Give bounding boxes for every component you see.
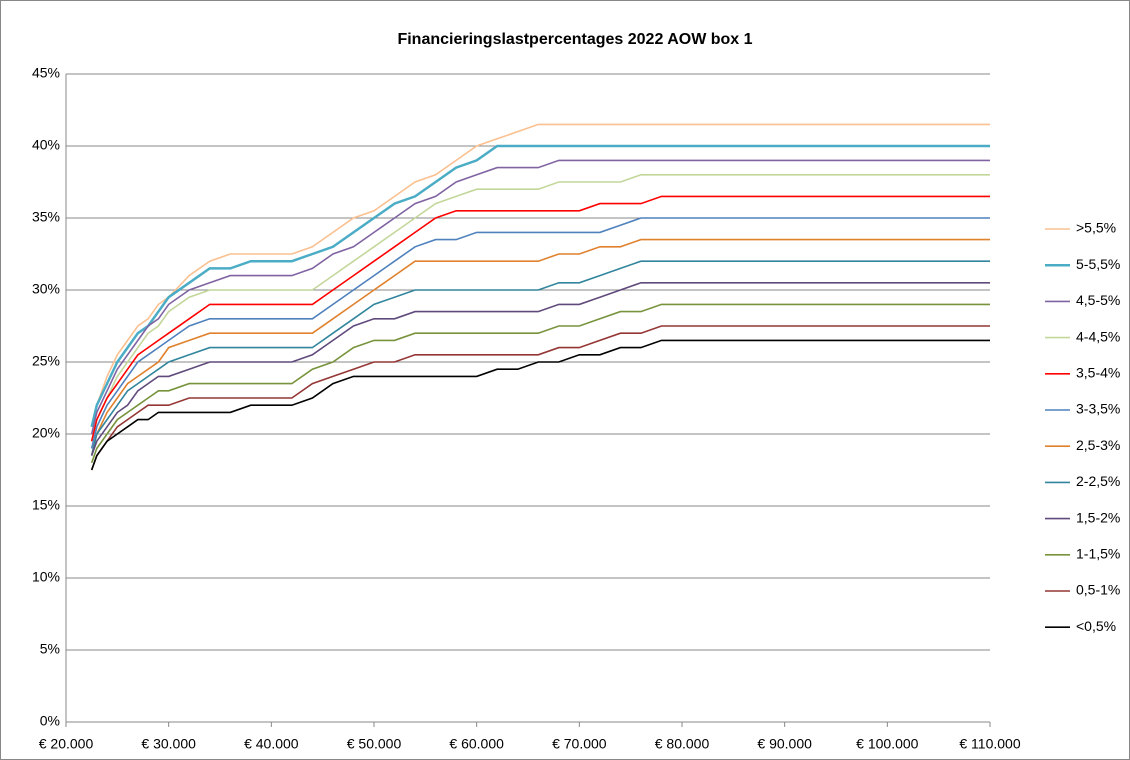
legend-label: 3,5-4% bbox=[1076, 365, 1120, 381]
series-line bbox=[90, 123, 990, 427]
y-tick-label: 5% bbox=[40, 641, 60, 657]
y-tick-label: 35% bbox=[32, 209, 60, 225]
legend-label: 4-4,5% bbox=[1076, 328, 1120, 344]
legend-label: 4,5-5% bbox=[1076, 292, 1120, 308]
series-line bbox=[90, 260, 990, 456]
y-tick-label: 30% bbox=[32, 281, 60, 297]
series-line bbox=[90, 281, 990, 456]
series-line bbox=[90, 217, 990, 449]
x-tick-label: € 80.000 bbox=[655, 736, 710, 752]
legend-label: 2-2,5% bbox=[1076, 473, 1120, 489]
legend-label: 0,5-1% bbox=[1076, 582, 1120, 598]
y-tick-label: 40% bbox=[32, 137, 60, 153]
legend-label: >5,5% bbox=[1076, 220, 1116, 236]
x-tick-label: € 100.000 bbox=[856, 736, 918, 752]
x-tick-label: € 90.000 bbox=[757, 736, 812, 752]
legend-label: 5-5,5% bbox=[1076, 256, 1120, 272]
legend-label: 3-3,5% bbox=[1076, 401, 1120, 417]
y-tick-label: 20% bbox=[32, 425, 60, 441]
series-line bbox=[90, 144, 990, 428]
legend-label: 2,5-3% bbox=[1076, 437, 1120, 453]
y-tick-label: 10% bbox=[32, 569, 60, 585]
x-tick-label: € 40.000 bbox=[244, 736, 299, 752]
legend-label: <0,5% bbox=[1076, 618, 1116, 634]
legend-label: 1,5-2% bbox=[1076, 509, 1120, 525]
x-tick-label: € 50.000 bbox=[347, 736, 402, 752]
x-tick-label: € 110.000 bbox=[959, 736, 1020, 752]
chart-title: Financieringslastpercentages 2022 AOW bo… bbox=[397, 31, 752, 48]
series-line bbox=[90, 159, 990, 435]
x-tick-label: € 70.000 bbox=[552, 736, 607, 752]
series-line bbox=[90, 325, 990, 471]
x-tick-label: € 30.000 bbox=[141, 736, 196, 752]
series-line bbox=[90, 195, 990, 442]
series-line bbox=[90, 303, 990, 464]
legend-label: 1-1,5% bbox=[1076, 546, 1120, 562]
x-tick-label: € 60.000 bbox=[449, 736, 504, 752]
y-tick-label: 0% bbox=[40, 713, 60, 729]
series-line bbox=[90, 339, 990, 471]
series-line bbox=[90, 174, 990, 442]
series-line bbox=[90, 238, 990, 456]
y-tick-label: 15% bbox=[32, 497, 60, 513]
x-tick-label: € 20.000 bbox=[39, 736, 94, 752]
y-tick-label: 45% bbox=[32, 65, 60, 81]
y-tick-label: 25% bbox=[32, 353, 60, 369]
